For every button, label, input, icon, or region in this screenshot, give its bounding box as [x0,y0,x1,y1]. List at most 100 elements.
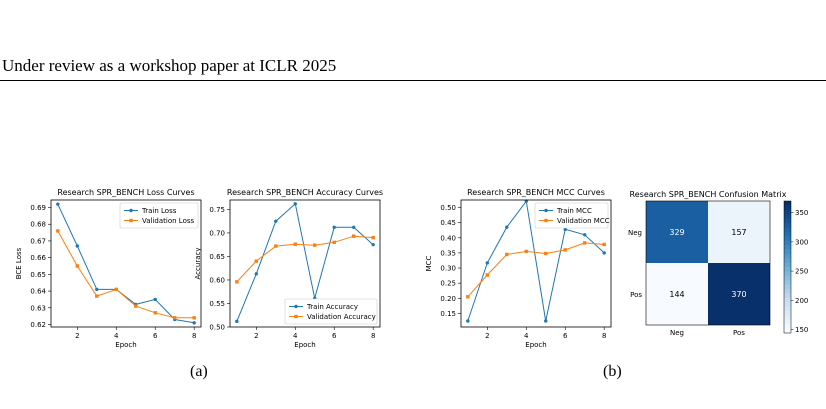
colorbar-segment [784,293,791,299]
legend-marker [544,208,548,213]
y-tick-label: 0.70 [209,229,225,237]
colorbar-tick-label: 150 [795,326,808,334]
x-tick-label: 4 [293,332,298,340]
x-tick-label: 6 [153,332,158,340]
y-tick-label: 0.75 [209,206,225,214]
colorbar-segment [784,319,791,325]
colorbar-segment [784,218,791,224]
running-header: Under review as a workshop paper at ICLR… [2,56,337,75]
series-line-0 [236,202,374,322]
legend-box [534,202,609,229]
colorbar-frame [783,200,792,334]
data-point [485,273,489,277]
data-point [602,251,606,255]
caption-b: (b) [603,363,622,380]
heatmap-cell [708,263,770,325]
data-point [563,227,567,232]
chart-title: Research SPR_BENCH Loss Curves [57,188,194,197]
series-line-0 [467,199,605,322]
colorbar-tick-label: 250 [795,268,808,276]
data-point [95,287,99,292]
x-tick-label: 6 [563,332,568,340]
series-line-0 [57,203,195,324]
colorbar-segment [784,249,791,255]
colorbar-segment [784,302,791,308]
legend-box [119,202,199,229]
chart-title: Research SPR_BENCH MCC Curves [467,188,605,197]
y-tick-label: 0.25 [440,280,456,288]
series-line-1 [236,235,374,283]
data-point [524,249,528,254]
x-tick-label: 4 [524,332,529,340]
data-point [75,244,79,248]
chart-title: Research SPR_BENCH Confusion Matrix [630,190,787,199]
x-axis-label: Epoch [115,341,136,349]
x-axis-label: Epoch [525,341,546,349]
x-tick-label: 4 [114,332,119,340]
x-axis-label: Epoch [294,341,315,349]
data-point [583,241,587,245]
colorbar-segment [784,201,791,206]
row-label: Pos [630,291,642,299]
y-axis-label: Accuracy [194,248,202,280]
x-tick-label: 8 [192,332,196,340]
confusion-matrix-chart: Research SPR_BENCH Confusion Matrix 329 15… [628,190,808,337]
cell-value-label: 329 [669,228,684,237]
data-point [563,248,567,252]
colorbar-segment [784,258,791,264]
plot-frame [460,199,612,328]
data-point [95,294,99,298]
data-point [75,264,79,268]
data-point [153,311,157,315]
data-point [235,280,239,284]
data-point [352,234,356,238]
cell-value-label: 144 [669,290,684,299]
colorbar-segment [784,227,791,233]
heatmap-cell [646,201,708,263]
data-point [274,244,278,248]
legend-label: Validation Accuracy [307,313,376,321]
plot-frame [50,199,202,328]
legend-box [284,298,378,325]
y-tick-label: 0.67 [30,237,46,245]
legend-marker [294,314,298,319]
series-line-1 [57,230,195,319]
accuracy-curves-chart: Research SPR_BENCH Accuracy Curves 0.50 0.… [194,188,383,349]
y-tick-label: 0.55 [209,300,225,308]
data-point [114,287,118,292]
data-point [583,233,587,237]
cell-value-label: 370 [731,290,746,299]
data-point [254,272,258,276]
data-point [56,229,60,233]
loss-curves-chart: Research SPR_BENCH Loss Curves 0.62 0.63 0.… [15,188,202,349]
x-tick-label: 8 [602,332,606,340]
colorbar-segment [784,275,791,281]
data-point [134,304,138,308]
data-point [371,242,375,247]
data-point [352,225,356,229]
y-tick-label: 0.20 [440,295,456,303]
data-point [293,202,297,206]
colorbar-segment [784,240,791,246]
data-point [153,297,157,302]
y-tick-label: 0.30 [440,265,456,273]
colorbar-segment [784,311,791,316]
colorbar-segment [784,205,791,211]
heatmap-cell [646,263,708,325]
data-point [274,219,278,223]
y-tick-label: 0.40 [440,234,456,242]
colorbar-segment [784,223,791,228]
legend-label: Train Accuracy [306,303,358,311]
row-label: Neg [628,229,642,237]
data-point [371,235,375,240]
column-label: Neg [670,329,684,337]
colorbar-segment [784,231,791,237]
data-point [235,319,239,324]
y-tick-label: 0.65 [209,253,225,261]
x-tick-label: 8 [371,332,375,340]
y-tick-label: 0.68 [30,221,46,229]
column-label: Pos [733,329,745,337]
caption-a: (a) [190,363,208,380]
colorbar-segment [784,262,791,268]
colorbar-segment [784,280,791,286]
